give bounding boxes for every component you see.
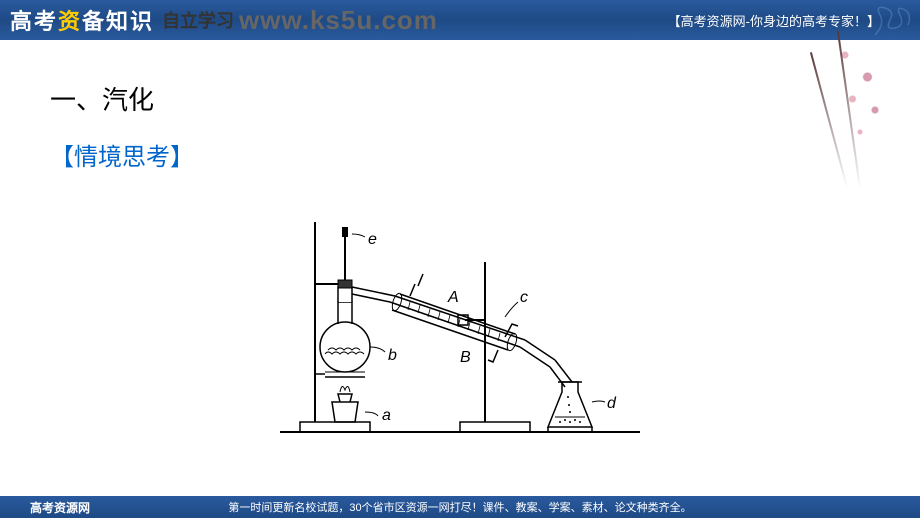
bottom-banner-text: 第一时间更新名校试题，30个省市区资源一网打尽！课件、教案、学案、素材、论文种类…	[228, 499, 691, 515]
logo-accent: 资	[58, 9, 82, 34]
diagram-container: a b e	[50, 202, 870, 442]
label-e: e	[368, 231, 377, 248]
flower-decoration-icon	[740, 0, 890, 220]
label-c: c	[520, 289, 528, 306]
banner-subtitle: 自立学习	[162, 7, 234, 33]
logo-part-2: 备知识	[82, 9, 154, 34]
bottom-banner: 高考资源网 第一时间更新名校试题，30个省市区资源一网打尽！课件、教案、学案、素…	[0, 496, 920, 518]
label-b: b	[388, 347, 397, 364]
label-B: B	[460, 349, 471, 366]
site-logo: 高考资备知识	[10, 4, 154, 36]
banner-url: www.ks5u.com	[239, 5, 438, 36]
label-A: A	[447, 289, 459, 306]
bottom-logo: 高考资源网	[30, 499, 90, 516]
logo-part-1: 高考	[10, 9, 58, 34]
label-d: d	[607, 395, 617, 412]
distillation-apparatus-diagram: a b e	[260, 202, 660, 442]
label-a: a	[382, 407, 391, 424]
